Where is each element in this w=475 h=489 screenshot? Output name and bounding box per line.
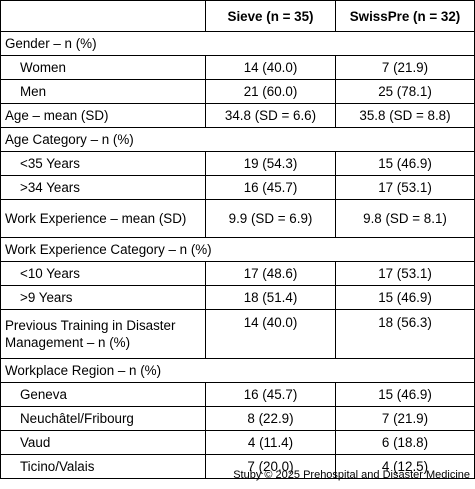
- header-row: Sieve (n = 35) SwissPre (n = 32): [0, 0, 475, 32]
- row-label: Ticino/Valais: [0, 454, 206, 479]
- swisspre-value: 7 (21.9): [335, 406, 475, 431]
- swisspre-value: 17 (53.1): [335, 261, 475, 286]
- table-row: <10 Years 17 (48.6) 17 (53.1): [0, 261, 475, 286]
- sieve-value: 16 (45.7): [205, 175, 336, 200]
- sieve-value: 7 (20.0): [205, 454, 336, 479]
- row-label: Gender – n (%): [0, 31, 475, 56]
- header-swisspre: SwissPre (n = 32): [335, 0, 475, 32]
- row-label: <35 Years: [0, 151, 206, 176]
- row-label: Work Experience Category – n (%): [0, 237, 475, 262]
- sieve-value: 14 (40.0): [205, 309, 336, 359]
- row-label: >9 Years: [0, 285, 206, 310]
- sieve-value: 4 (11.4): [205, 430, 336, 455]
- table-row: Vaud 4 (11.4) 6 (18.8): [0, 430, 475, 455]
- row-label: Previous Training in Disaster Management…: [0, 309, 206, 359]
- sieve-value: 8 (22.9): [205, 406, 336, 431]
- category-row-workplace-region: Workplace Region – n (%): [0, 358, 475, 383]
- swisspre-value: 35.8 (SD = 8.8): [335, 103, 475, 128]
- sieve-value: 21 (60.0): [205, 79, 336, 104]
- table-row: <35 Years 19 (54.3) 15 (46.9): [0, 151, 475, 176]
- swisspre-value: 15 (46.9): [335, 151, 475, 176]
- table-row: Previous Training in Disaster Management…: [0, 309, 475, 359]
- table-row: Women 14 (40.0) 7 (21.9): [0, 55, 475, 80]
- sieve-value: 18 (51.4): [205, 285, 336, 310]
- row-label: Neuchâtel/Fribourg: [0, 406, 206, 431]
- sieve-value: 17 (48.6): [205, 261, 336, 286]
- row-label: <10 Years: [0, 261, 206, 286]
- swisspre-value: 7 (21.9): [335, 55, 475, 80]
- sieve-value: 9.9 (SD = 6.9): [205, 199, 336, 238]
- swisspre-value: 4 (12.5): [335, 454, 475, 479]
- row-label: Geneva: [0, 382, 206, 407]
- row-label: Age – mean (SD): [0, 103, 206, 128]
- table-row: Neuchâtel/Fribourg 8 (22.9) 7 (21.9): [0, 406, 475, 431]
- table-row: Men 21 (60.0) 25 (78.1): [0, 79, 475, 104]
- swisspre-value: 17 (53.1): [335, 175, 475, 200]
- table-row: Age – mean (SD) 34.8 (SD = 6.6) 35.8 (SD…: [0, 103, 475, 128]
- table-row: Work Experience – mean (SD) 9.9 (SD = 6.…: [0, 199, 475, 238]
- row-label: Work Experience – mean (SD): [0, 199, 206, 238]
- header-sieve: Sieve (n = 35): [205, 0, 336, 32]
- swisspre-value: 9.8 (SD = 8.1): [335, 199, 475, 238]
- demographics-table: Sieve (n = 35) SwissPre (n = 32) Gender …: [0, 0, 475, 479]
- category-row-work-experience: Work Experience Category – n (%): [0, 237, 475, 262]
- swisspre-value: 15 (46.9): [335, 285, 475, 310]
- row-label: Vaud: [0, 430, 206, 455]
- table-row: >34 Years 16 (45.7) 17 (53.1): [0, 175, 475, 200]
- header-blank: [0, 0, 206, 32]
- swisspre-value: 15 (46.9): [335, 382, 475, 407]
- row-label: Age Category – n (%): [0, 127, 475, 152]
- sieve-value: 14 (40.0): [205, 55, 336, 80]
- row-label: Men: [0, 79, 206, 104]
- table-row: >9 Years 18 (51.4) 15 (46.9): [0, 285, 475, 310]
- swisspre-value: 6 (18.8): [335, 430, 475, 455]
- sieve-value: 19 (54.3): [205, 151, 336, 176]
- copyright-credit: Stuby © 2025 Prehospital and Disaster Me…: [233, 469, 470, 481]
- row-label: Women: [0, 55, 206, 80]
- swisspre-value: 18 (56.3): [335, 309, 475, 359]
- category-row-age: Age Category – n (%): [0, 127, 475, 152]
- row-label: >34 Years: [0, 175, 206, 200]
- swisspre-value: 25 (78.1): [335, 79, 475, 104]
- category-row-gender: Gender – n (%): [0, 31, 475, 56]
- table-row: Geneva 16 (45.7) 15 (46.9): [0, 382, 475, 407]
- sieve-value: 16 (45.7): [205, 382, 336, 407]
- row-label: Workplace Region – n (%): [0, 358, 475, 383]
- table-row: Ticino/Valais 7 (20.0) 4 (12.5): [0, 454, 475, 479]
- sieve-value: 34.8 (SD = 6.6): [205, 103, 336, 128]
